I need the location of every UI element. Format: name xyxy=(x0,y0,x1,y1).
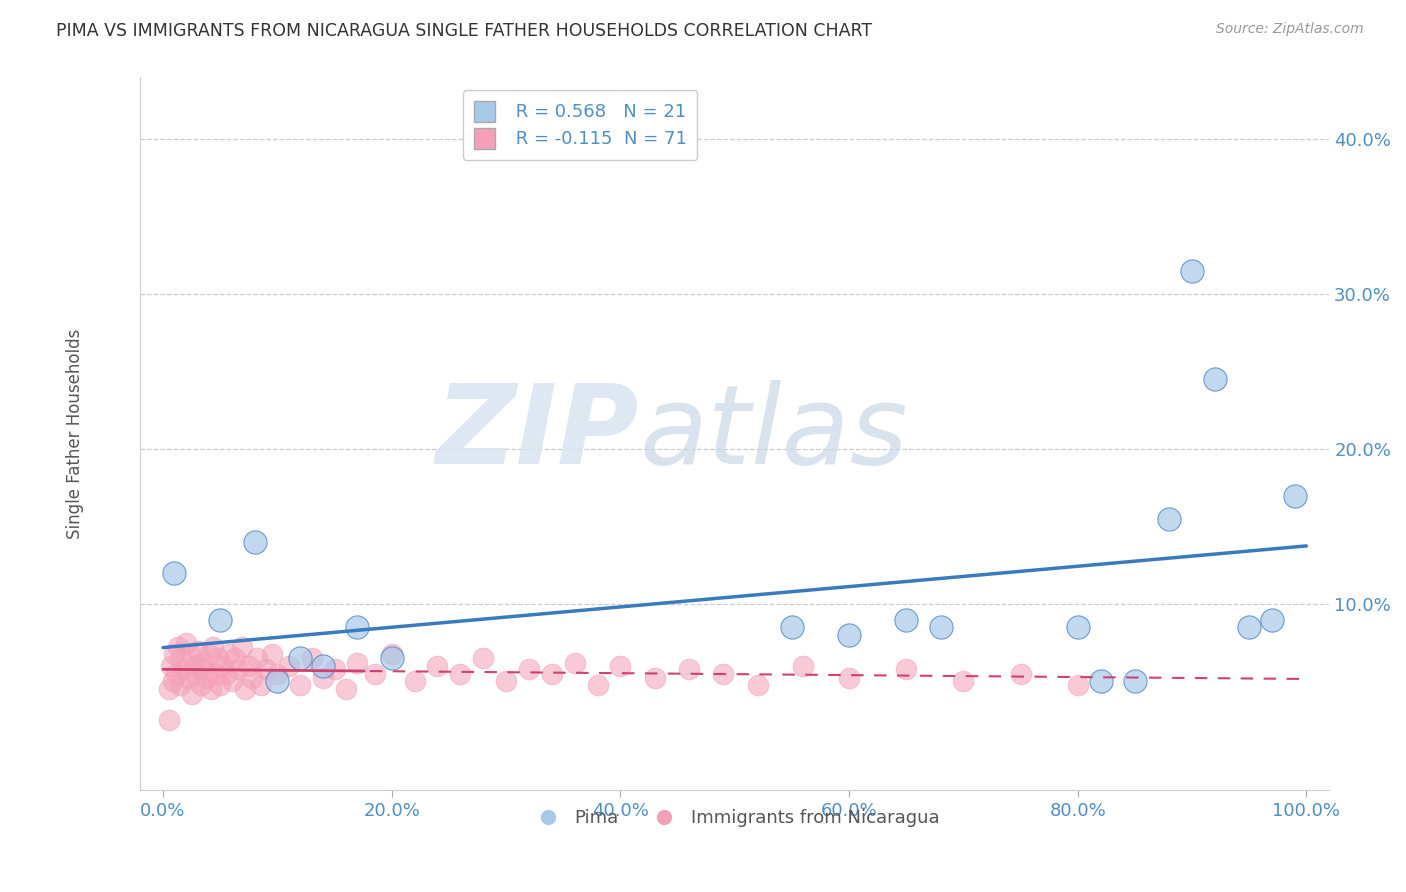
Point xyxy=(183,659,205,673)
Point xyxy=(157,682,180,697)
Point xyxy=(165,666,187,681)
Point xyxy=(312,672,335,686)
Point xyxy=(215,666,238,681)
Point xyxy=(792,659,814,673)
Point xyxy=(896,613,918,627)
Point xyxy=(191,656,214,670)
Point xyxy=(363,666,385,681)
Point xyxy=(228,662,250,676)
Point xyxy=(472,651,495,665)
Point xyxy=(381,651,404,665)
Point xyxy=(224,651,246,665)
Text: Single Father Households: Single Father Households xyxy=(66,328,84,539)
Point xyxy=(381,647,404,661)
Point xyxy=(449,666,471,681)
Point xyxy=(586,677,609,691)
Point xyxy=(678,662,700,676)
Text: PIMA VS IMMIGRANTS FROM NICARAGUA SINGLE FATHER HOUSEHOLDS CORRELATION CHART: PIMA VS IMMIGRANTS FROM NICARAGUA SINGLE… xyxy=(56,22,872,40)
Point xyxy=(644,672,666,686)
Point xyxy=(1237,620,1260,634)
Point xyxy=(426,659,449,673)
Point xyxy=(277,659,299,673)
Point xyxy=(211,659,233,673)
Point xyxy=(180,687,202,701)
Point xyxy=(200,682,222,697)
Text: ZIP: ZIP xyxy=(436,380,640,487)
Point xyxy=(197,647,219,661)
Text: atlas: atlas xyxy=(640,380,908,487)
Point xyxy=(290,677,312,691)
Point xyxy=(952,674,974,689)
Point xyxy=(202,640,225,655)
Point xyxy=(246,651,269,665)
Point xyxy=(1284,489,1306,503)
Point xyxy=(174,636,197,650)
Point xyxy=(231,640,253,655)
Point xyxy=(1123,674,1146,689)
Point xyxy=(335,682,357,697)
Point xyxy=(173,662,195,676)
Point xyxy=(838,628,860,642)
Point xyxy=(404,674,426,689)
Point xyxy=(540,666,562,681)
Point xyxy=(254,662,277,676)
Point xyxy=(209,677,232,691)
Point xyxy=(169,677,191,691)
Point xyxy=(301,651,323,665)
Point xyxy=(609,659,631,673)
Point xyxy=(1261,613,1284,627)
Point xyxy=(290,651,312,665)
Point xyxy=(780,620,803,634)
Point xyxy=(235,682,257,697)
Point xyxy=(186,666,208,681)
Point xyxy=(1010,666,1032,681)
Point xyxy=(209,613,232,627)
Point xyxy=(747,677,769,691)
Point xyxy=(163,647,186,661)
Point xyxy=(170,651,193,665)
Point xyxy=(204,666,226,681)
Point xyxy=(218,647,240,661)
Point xyxy=(240,672,263,686)
Point xyxy=(1067,677,1090,691)
Point xyxy=(163,566,186,580)
Legend: Pima, Immigrants from Nicaragua: Pima, Immigrants from Nicaragua xyxy=(523,802,948,834)
Point xyxy=(266,674,288,689)
Point xyxy=(238,659,260,673)
Point xyxy=(517,662,540,676)
Point xyxy=(157,713,180,727)
Point xyxy=(207,651,229,665)
Point xyxy=(1067,620,1090,634)
Point xyxy=(260,647,283,661)
Point xyxy=(495,674,517,689)
Point xyxy=(243,535,266,549)
Point xyxy=(896,662,918,676)
Point xyxy=(266,666,288,681)
Text: Source: ZipAtlas.com: Source: ZipAtlas.com xyxy=(1216,22,1364,37)
Point xyxy=(221,674,243,689)
Point xyxy=(1159,512,1181,526)
Point xyxy=(193,662,215,676)
Point xyxy=(1090,674,1112,689)
Point xyxy=(929,620,952,634)
Point xyxy=(1204,372,1226,386)
Point xyxy=(167,640,190,655)
Point xyxy=(190,677,212,691)
Point xyxy=(312,659,335,673)
Point xyxy=(177,672,200,686)
Point xyxy=(179,647,201,661)
Point xyxy=(323,662,346,676)
Point xyxy=(346,656,368,670)
Point xyxy=(162,674,184,689)
Point xyxy=(711,666,734,681)
Point xyxy=(187,643,209,657)
Point xyxy=(564,656,586,670)
Point xyxy=(250,677,273,691)
Point xyxy=(346,620,368,634)
Point xyxy=(1181,264,1204,278)
Point xyxy=(195,672,218,686)
Point xyxy=(838,672,860,686)
Point xyxy=(160,659,183,673)
